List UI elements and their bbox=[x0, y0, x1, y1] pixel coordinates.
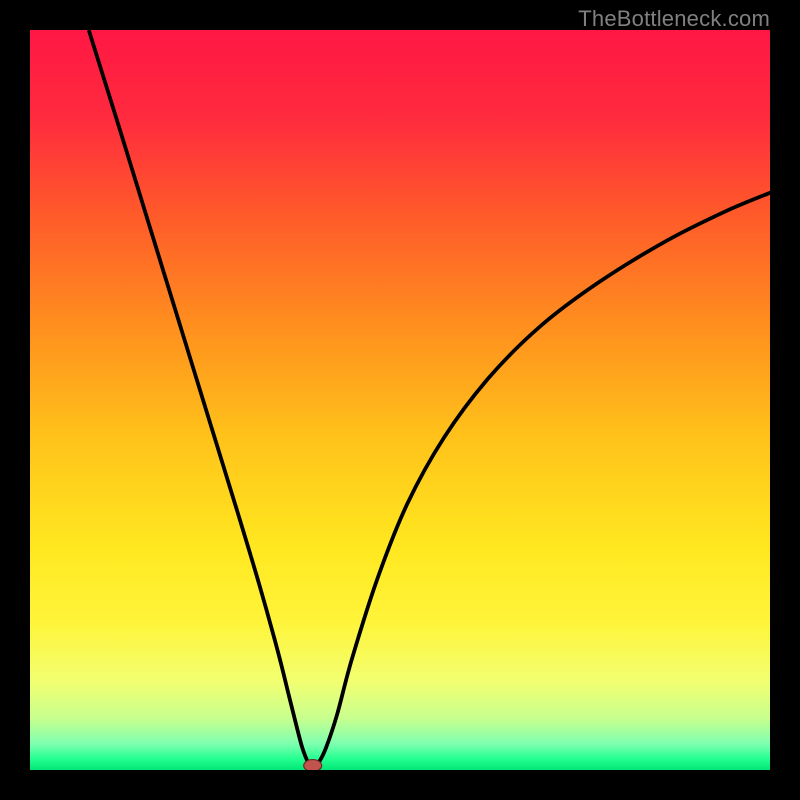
watermark-text: TheBottleneck.com bbox=[578, 6, 770, 32]
gradient-background bbox=[30, 30, 770, 770]
chart-frame: TheBottleneck.com bbox=[0, 0, 800, 800]
plot-area bbox=[30, 30, 770, 770]
minimum-marker bbox=[304, 760, 322, 770]
plot-svg bbox=[30, 30, 770, 770]
